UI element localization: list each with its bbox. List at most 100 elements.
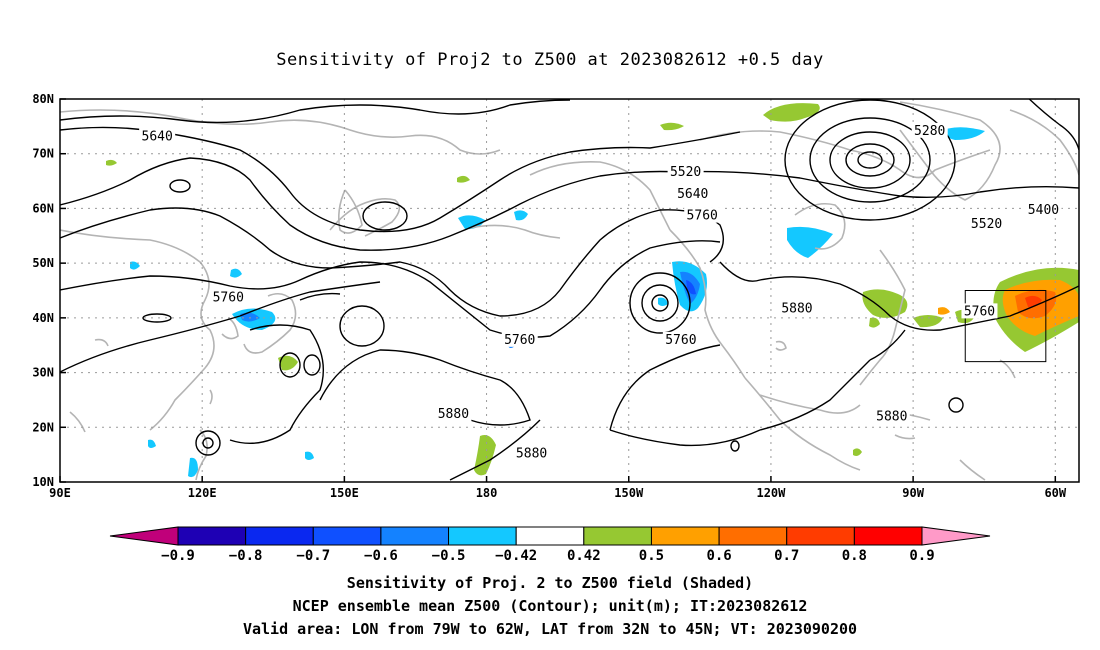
- contour-label-bg: [513, 445, 550, 461]
- contour-label-bg: [501, 331, 538, 347]
- colorbar-label: 0.7: [774, 548, 799, 564]
- colorbar-label: 0.5: [639, 548, 664, 564]
- lon-tick-label: 120W: [756, 486, 786, 500]
- gridlines: [60, 99, 1079, 482]
- colorbar-swatch: [650, 526, 720, 546]
- contour-label: 5760: [213, 291, 244, 306]
- contour-label-bg: [684, 207, 721, 223]
- lat-tick-label: 80N: [32, 92, 54, 106]
- colorbar-label: 0.6: [706, 548, 731, 564]
- sensitivity-shading: [106, 103, 1079, 478]
- positive-patch: [106, 159, 117, 166]
- map-title: Sensitivity of Proj2 to Z500 at 20230826…: [276, 50, 824, 70]
- positive-patch: [862, 289, 908, 318]
- colorbar-label: −0.8: [229, 548, 263, 564]
- negative-patch: [148, 439, 156, 448]
- positive-core: [938, 307, 950, 315]
- positive-patch: [457, 175, 470, 183]
- lon-tick-label: 60W: [1044, 486, 1066, 500]
- colorbar-swatch: [515, 526, 585, 546]
- negative-patch: [305, 451, 314, 460]
- colorbar-label: 0.42: [567, 548, 601, 564]
- colorbar-swatch: [312, 526, 382, 546]
- lon-tick-label: 90E: [49, 486, 71, 500]
- contour-label-bg: [968, 215, 1005, 231]
- positive-patch: [660, 122, 684, 131]
- contour-label-bg: [210, 289, 247, 305]
- positive-patch: [869, 317, 880, 328]
- colorbar-label: 0.8: [842, 548, 867, 564]
- contour-label: 5760: [964, 304, 995, 319]
- contour-label: 5760: [504, 333, 535, 348]
- negative-patch: [188, 457, 198, 478]
- coastlines: [60, 101, 1079, 481]
- contour-label-bg: [778, 300, 815, 316]
- contour-label: 5520: [971, 217, 1002, 232]
- lat-tick-label: 40N: [32, 311, 54, 325]
- negative-patch: [787, 226, 833, 258]
- caption-line-2: NCEP ensemble mean Z500 (Contour); unit(…: [292, 597, 808, 615]
- contour-label: 5880: [438, 407, 469, 422]
- colorbar-swatch: [718, 526, 788, 546]
- contour-label: 5760: [687, 209, 718, 224]
- lat-tick-label: 20N: [32, 420, 54, 434]
- contour-labels: 5640 5520 5640 5760 5280 5400 5520 5760 5760 5760…: [139, 122, 1062, 462]
- lon-tick-label: 150W: [614, 486, 644, 500]
- lat-tick-label: 70N: [32, 147, 54, 161]
- contour-label-bg: [1025, 202, 1062, 218]
- map-frame: [59, 98, 1080, 483]
- z500-contours: [60, 99, 1079, 481]
- contour-label-bg: [139, 128, 176, 144]
- contour-label-bg: [667, 163, 704, 179]
- colorbar-swatch: [853, 526, 923, 546]
- contour-label: 5280: [914, 124, 945, 139]
- contour-label: 5880: [516, 447, 547, 462]
- colorbar-swatch: [786, 526, 855, 546]
- negative-patch: [943, 127, 985, 140]
- negative-patch: [658, 297, 668, 306]
- colorbar-swatch: [583, 526, 652, 546]
- colorbar-swatch: [245, 526, 314, 546]
- lat-tick-label: 60N: [32, 201, 54, 215]
- contour-label: 5880: [876, 409, 907, 424]
- colorbar-swatch: [380, 526, 450, 546]
- negative-patch: [230, 268, 242, 278]
- lat-tick-label: 10N: [32, 475, 54, 489]
- colorbar-label: −0.7: [296, 548, 330, 564]
- lon-tick-label: 120E: [188, 486, 217, 500]
- negative-patch: [458, 215, 485, 230]
- caption-line-1: Sensitivity of Proj. 2 to Z500 field (Sh…: [346, 574, 754, 592]
- colorbar-swatch: [448, 526, 517, 546]
- contour-label: 5520: [670, 165, 701, 180]
- colorbar-label: −0.42: [495, 548, 537, 564]
- contour-label-bg: [961, 303, 998, 319]
- lon-tick-label: 180: [476, 486, 498, 500]
- valid-area-box: [964, 290, 1047, 363]
- contour-label: 5400: [1028, 203, 1059, 218]
- colorbar-label: 0.9: [909, 548, 934, 564]
- positive-patch: [278, 355, 298, 371]
- colorbar-max-triangle: [921, 526, 991, 546]
- contour-label: 5640: [677, 187, 708, 202]
- contour-label-bg: [674, 185, 711, 201]
- colorbar-label: −0.9: [161, 548, 195, 564]
- colorbar-label: −0.6: [364, 548, 398, 564]
- contour-label: 5640: [142, 129, 173, 144]
- colorbar: −0.9 −0.8 −0.7 −0.6 −0.5 −0.42 0.42 0.5 0.6 0.7 0.…: [109, 526, 991, 564]
- positive-patch: [763, 103, 820, 122]
- colorbar-swatch: [177, 526, 247, 546]
- colorbar-min-triangle: [109, 526, 179, 546]
- contour-label-bg: [435, 406, 472, 422]
- caption-block: Sensitivity of Proj. 2 to Z500 field (Sh…: [0, 572, 1100, 641]
- lat-tick-label: 30N: [32, 366, 54, 380]
- colorbar-label: −0.5: [432, 548, 466, 564]
- lon-tick-label: 150E: [330, 486, 359, 500]
- contour-label: 5880: [781, 302, 812, 317]
- positive-patch: [853, 448, 862, 456]
- positive-patch: [474, 435, 496, 476]
- lat-tick-label: 50N: [32, 256, 54, 270]
- positive-patch: [913, 315, 943, 328]
- caption-line-3: Valid area: LON from 79W to 62W, LAT fro…: [242, 620, 858, 638]
